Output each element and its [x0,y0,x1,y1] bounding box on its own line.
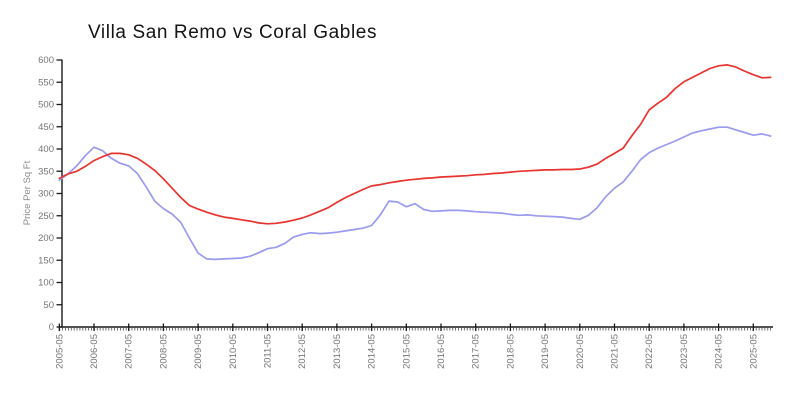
y-tick-label: 100 [38,278,54,289]
y-tick-label: 300 [38,189,54,200]
x-tick-label: 2010-05 [228,334,239,369]
red-series-line [58,64,772,225]
x-tick-label: 2016-05 [436,334,447,369]
x-tick-label: 2014-05 [367,334,378,369]
chart-title: Villa San Remo vs Coral Gables [88,22,378,43]
x-tick-label: 2012-05 [297,334,308,369]
y-tick-label: 200 [38,233,54,244]
y-tick-label: 600 [38,55,54,66]
y-tick-label: 500 [38,100,54,111]
x-tick-label: 2020-05 [575,334,586,369]
x-tick-label: 2013-05 [332,334,343,369]
x-tick-label: 2011-05 [263,334,274,368]
x-tick-label: 2023-05 [679,334,690,369]
x-tick-label: 2025-05 [748,334,759,369]
x-tick-label: 2015-05 [401,334,412,369]
x-tick-label: 2018-05 [505,334,516,369]
x-tick-label: 2006-05 [89,334,100,369]
x-tick-label: 2009-05 [193,334,204,369]
x-tick-label: 2021-05 [610,334,621,369]
y-tick-label: 450 [38,122,54,133]
y-tick-label: 550 [38,77,54,88]
x-tick-label: 2005-05 [54,334,65,369]
x-tick-label: 2008-05 [158,334,169,369]
y-axis-label: Price Per Sq Ft [22,160,33,225]
y-tick-label: 0 [49,322,54,333]
y-tick-label: 150 [38,255,54,266]
x-tick-label: 2007-05 [124,334,135,369]
y-tick-label: 350 [38,166,54,177]
y-tick-label: 250 [38,211,54,222]
x-tick-label: 2017-05 [471,334,482,369]
blue-series-line [58,126,772,261]
x-tick-label: 2024-05 [714,334,725,369]
y-tick-label: 400 [38,144,54,155]
x-tick-label: 2019-05 [540,334,551,369]
y-tick-label: 50 [43,300,54,311]
x-tick-label: 2022-05 [644,334,655,369]
